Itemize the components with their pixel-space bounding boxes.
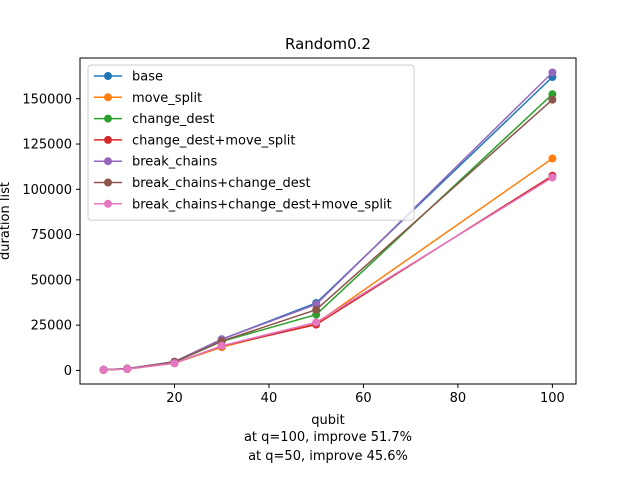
y-axis-label: duration list — [0, 182, 13, 260]
legend-marker — [104, 157, 112, 166]
axes-frame — [79, 57, 577, 385]
legend: base move_split change_dest change_dest+mov… — [87, 64, 415, 221]
legend-marker — [104, 93, 112, 102]
y-tick-label: 150000 — [22, 92, 72, 107]
legend-marker — [104, 135, 112, 144]
annotation-q100: at q=100, improve 51.7% — [244, 430, 412, 445]
legend-label: break_chains+change_dest — [132, 176, 311, 191]
data-point — [548, 173, 557, 182]
legend-marker — [104, 199, 112, 208]
data-point — [99, 365, 108, 374]
legend-marker — [104, 72, 112, 80]
legend-marker — [104, 114, 112, 123]
x-tick-label: 100 — [540, 391, 565, 406]
legend-marker — [104, 178, 112, 187]
y-tick-label: 25000 — [31, 319, 72, 334]
legend-label: base — [132, 70, 163, 85]
legend-label: break_chains — [132, 155, 218, 170]
data-point — [170, 359, 179, 368]
chart-title: Random0.2 — [285, 35, 371, 53]
data-point — [312, 318, 321, 327]
y-tick-label: 125000 — [22, 138, 72, 153]
y-tick-label: 0 — [64, 364, 72, 379]
annotation-q50: at q=50, improve 45.6% — [248, 449, 408, 464]
x-tick-label: 40 — [261, 391, 278, 406]
data-point — [548, 95, 557, 104]
y-tick-label: 50000 — [31, 273, 72, 288]
y-tick-label: 75000 — [31, 228, 72, 243]
x-axis-label: qubit — [311, 413, 344, 428]
data-point — [217, 341, 226, 350]
data-point — [548, 68, 557, 77]
data-point — [312, 305, 321, 314]
x-tick-label: 20 — [166, 391, 183, 406]
legend-label: change_dest+move_split — [132, 133, 296, 148]
data-point — [548, 154, 557, 163]
data-point — [548, 90, 557, 99]
x-tick-label: 80 — [450, 391, 467, 406]
legend-label: change_dest — [132, 112, 214, 127]
legend-box — [87, 64, 415, 221]
legend-label: break_chains+change_dest+move_split — [132, 197, 392, 212]
legend-label: move_split — [132, 91, 202, 106]
data-point — [123, 365, 132, 373]
plot-area — [99, 68, 557, 374]
x-tick-label: 60 — [355, 391, 372, 406]
y-tick-label: 100000 — [22, 183, 72, 198]
